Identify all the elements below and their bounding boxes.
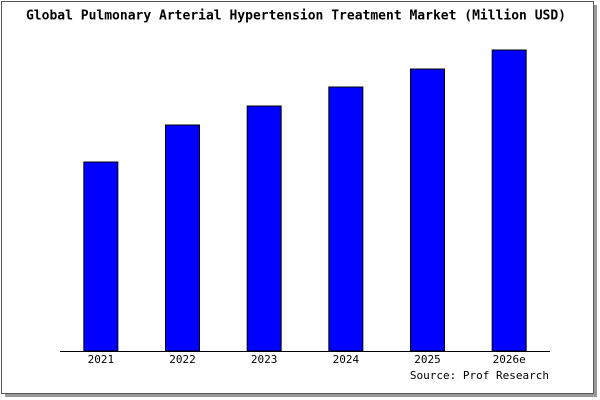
bar bbox=[328, 86, 364, 352]
bar bbox=[165, 124, 200, 352]
x-tick-label: 2022 bbox=[169, 353, 196, 366]
plot-area bbox=[60, 45, 550, 351]
x-tick-label: 2021 bbox=[88, 353, 115, 366]
bar bbox=[410, 68, 445, 352]
x-tick-label: 2026e bbox=[493, 353, 526, 366]
bar bbox=[83, 161, 119, 352]
x-tick-label: 2025 bbox=[414, 353, 441, 366]
source-note: Source: Prof Research bbox=[410, 369, 549, 382]
bar bbox=[246, 105, 282, 352]
bar bbox=[491, 49, 527, 352]
x-tick-label: 2024 bbox=[333, 353, 360, 366]
chart-title: Global Pulmonary Arterial Hypertension T… bbox=[26, 9, 566, 24]
x-tick-label: 2023 bbox=[251, 353, 278, 366]
